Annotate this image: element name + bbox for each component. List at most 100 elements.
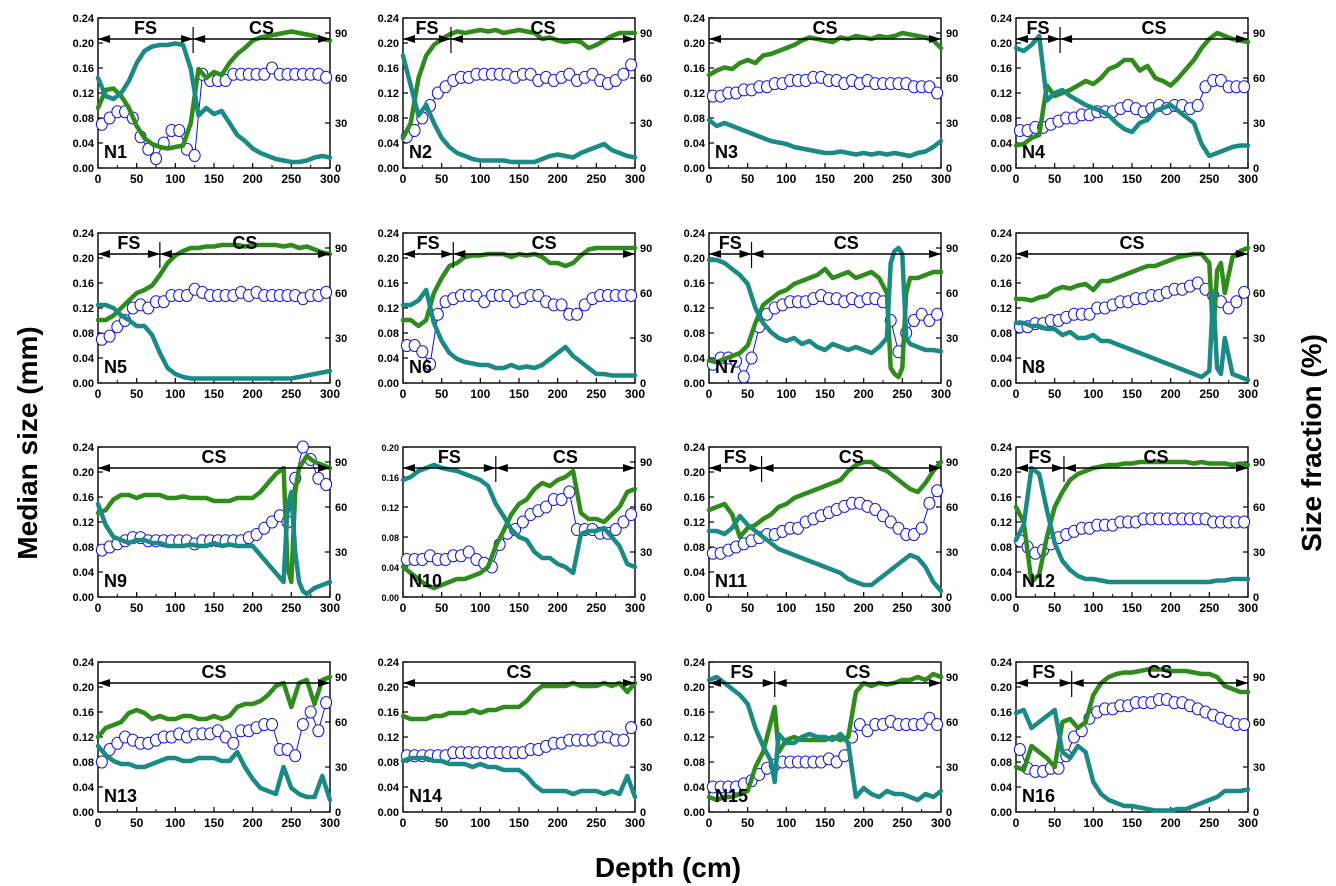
y-left-tick-label: 0.20 (73, 467, 94, 479)
x-tick-label: 200 (548, 601, 568, 615)
median-size-marker (462, 545, 475, 559)
y-left-tick-label: 0.24 (73, 442, 95, 454)
x-tick-label: 200 (1161, 601, 1181, 615)
zone-label-fs: FS (1028, 447, 1051, 467)
y-left-tick-label: 0.08 (991, 757, 1012, 769)
x-tick-label: 200 (548, 172, 568, 186)
y-right-tick-label: 0 (1253, 807, 1259, 819)
x-tick-label: 300 (931, 601, 951, 615)
y-right-tick-label: 0 (335, 163, 341, 175)
panel-n2: 0 50 100 150 200 250 3000.000.040.080.120.160.… (378, 13, 653, 186)
x-tick-label: 100 (1083, 172, 1103, 186)
zone-arrow-head-left (774, 679, 787, 687)
fine-fraction-line (95, 489, 333, 597)
y-left-tick-label: 0.24 (378, 228, 400, 240)
zone-arrow-head-left (709, 35, 721, 43)
x-tick-label: 300 (1238, 387, 1258, 401)
y-right-tick-label: 90 (335, 243, 347, 255)
x-tick-label: 50 (435, 816, 449, 830)
panel-n12: 0 50 100 150 200 250 3000.000.040.080.120.160.… (991, 442, 1266, 615)
x-tick-label: 150 (1122, 816, 1142, 830)
zone-arrow-head-left (403, 464, 415, 472)
y-left-tick-label: 0.20 (991, 467, 1012, 479)
y-right-tick-label: 90 (1253, 457, 1265, 469)
y-right-tick-label: 90 (1253, 28, 1265, 40)
y-right-tick-label: 30 (640, 762, 652, 774)
y-left-tick-label: 0.08 (73, 113, 94, 125)
x-tick-label: 100 (1083, 601, 1103, 615)
panel-label: N2 (409, 142, 432, 162)
zone-label-cs: CS (1143, 447, 1168, 467)
y-left-tick-label: 0.12 (684, 732, 705, 744)
y-left-tick-label: 0.12 (381, 503, 399, 513)
y-right-tick-label: 60 (335, 717, 347, 729)
y-left-tick-label: 0.12 (378, 732, 399, 744)
y-right-tick-label: 90 (946, 457, 958, 469)
x-tick-label: 250 (281, 387, 301, 401)
x-tick-label: 300 (625, 816, 645, 830)
zone-label-cs: CS (532, 233, 557, 253)
y-right-tick-label: 30 (640, 333, 652, 345)
median-size-marker (289, 749, 302, 763)
zone-arrow-head-left (193, 35, 206, 43)
fine-fraction-line (400, 755, 638, 800)
y-left-tick-label: 0.20 (73, 682, 94, 694)
x-tick-label: 0 (706, 172, 713, 186)
y-right-tick-label: 90 (335, 457, 347, 469)
x-tick-label: 300 (931, 172, 951, 186)
y-left-tick-label: 0.12 (991, 303, 1012, 315)
y-right-tick-label: 90 (640, 243, 652, 255)
y-left-tick-label: 0.20 (991, 253, 1012, 265)
x-tick-label: 100 (470, 172, 490, 186)
zone-label-cs: CS (201, 662, 226, 682)
zone-arrow-head-right (318, 35, 330, 43)
y-right-tick-label: 60 (946, 288, 958, 300)
y-right-tick-label: 60 (640, 717, 652, 729)
x-tick-label: 50 (1048, 816, 1062, 830)
zone-arrow-head-right (623, 250, 635, 258)
x-tick-label: 50 (130, 816, 144, 830)
y-left-tick-label: 0.12 (991, 88, 1012, 100)
y-left-tick-label: 0.00 (378, 163, 399, 175)
panel-n10: 0 50 100 150 200 250 3000.000.040.080.120.160.… (381, 443, 652, 615)
y-right-tick-label: 0 (946, 592, 952, 604)
x-tick-label: 300 (625, 601, 645, 615)
zone-arrow-head-right (929, 35, 941, 43)
x-tick-label: 100 (470, 387, 490, 401)
y-left-tick-label: 0.24 (73, 13, 95, 25)
y-right-tick-label: 0 (1253, 592, 1259, 604)
zone-arrow-head-left (403, 679, 415, 687)
x-tick-label: 50 (435, 387, 449, 401)
y-left-tick-label: 0.04 (73, 567, 95, 579)
y-right-tick-label: 60 (1253, 502, 1265, 514)
y-left-tick-label: 0.12 (73, 517, 94, 529)
y-left-tick-label: 0.04 (378, 138, 400, 150)
median-size-marker (296, 440, 309, 454)
zone-arrow-head-left (1060, 35, 1073, 43)
y-left-tick-label: 0.20 (381, 443, 399, 453)
median-size-marker (1230, 295, 1243, 309)
y-right-tick-label: 90 (335, 672, 347, 684)
x-tick-label: 200 (854, 387, 874, 401)
zone-arrow-head-left (1063, 464, 1076, 472)
y-left-tick-label: 0.20 (991, 38, 1012, 50)
x-tick-label: 0 (400, 601, 407, 615)
x-tick-label: 50 (130, 172, 144, 186)
zone-arrow-head-right (1236, 464, 1248, 472)
zone-arrow-head-left (1016, 250, 1028, 258)
panel-label: N6 (409, 357, 432, 377)
y-left-tick-label: 0.00 (684, 592, 705, 604)
y-left-tick-label: 0.24 (73, 657, 95, 669)
y-left-tick-label: 0.20 (684, 682, 705, 694)
y-right-tick-label: 60 (640, 502, 652, 514)
y-right-tick-label: 90 (640, 672, 652, 684)
y-right-tick-label: 90 (946, 28, 958, 40)
y-left-tick-label: 0.08 (73, 757, 94, 769)
zone-arrow-head-left (450, 35, 463, 43)
y-left-tick-label: 0.04 (684, 138, 706, 150)
zone-label-fs: FS (415, 18, 438, 38)
median-size-marker (320, 696, 333, 710)
y-right-tick-label: 60 (335, 502, 347, 514)
x-tick-label: 250 (586, 387, 606, 401)
